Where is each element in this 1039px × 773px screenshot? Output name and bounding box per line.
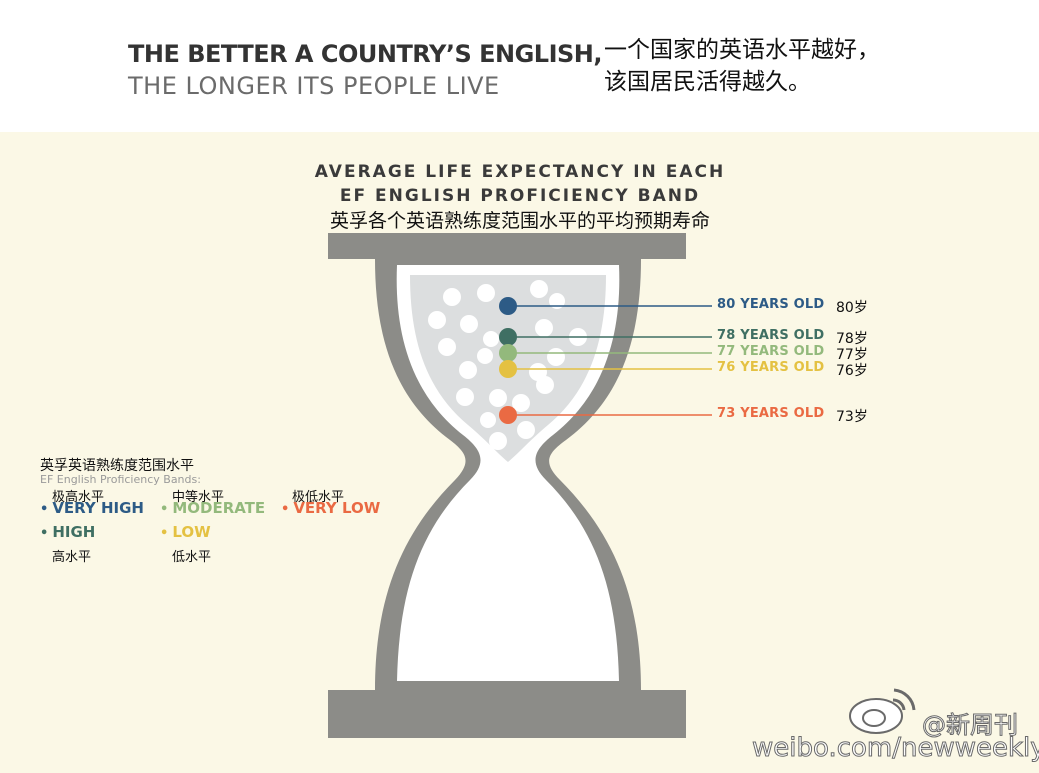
legend-very-low-label: VERY LOW xyxy=(293,499,381,517)
legend-high-label: HIGH xyxy=(52,523,96,541)
legend-high-cn: 高水平 xyxy=(52,550,92,565)
headline-line-1: THE BETTER A COUNTRY’S ENGLISH, xyxy=(128,40,603,68)
age-marker-77 xyxy=(499,344,517,362)
age-marker-73 xyxy=(499,406,517,424)
legend-very-high-dot: • xyxy=(40,502,49,517)
legend-low-label: LOW xyxy=(172,523,211,541)
age-label-77: 77 YEARS OLD xyxy=(717,344,825,359)
chart-title-line-2: EF ENGLISH PROFICIENCY BAND xyxy=(339,186,701,206)
headline-line-2: THE LONGER ITS PEOPLE LIVE xyxy=(128,72,500,100)
legend-low: • LOW xyxy=(160,523,211,541)
headline-cn-line-2: 该国居民活得越久。 xyxy=(604,69,811,95)
legend-moderate: • MODERATE xyxy=(160,499,265,517)
hourglass-top-cap xyxy=(328,233,686,259)
age-label-cn-78: 78岁 xyxy=(836,331,868,347)
watermark-handle: @新周刊 xyxy=(922,711,1019,740)
age-marker-80 xyxy=(499,297,517,315)
age-label-78: 78 YEARS OLD xyxy=(717,328,825,343)
header-band xyxy=(0,0,1039,132)
legend-very-low-dot: • xyxy=(281,502,290,517)
weibo-logo-icon xyxy=(849,688,916,734)
legend-high: • HIGH xyxy=(40,523,95,541)
legend-low-cn: 低水平 xyxy=(172,550,212,565)
chart-title: AVERAGE LIFE EXPECTANCY IN EACH EF ENGLI… xyxy=(280,160,760,208)
chart-title-line-1: AVERAGE LIFE EXPECTANCY IN EACH xyxy=(314,162,726,182)
headline-chinese: 一个国家的英语水平越好， 该国居民活得越久。 xyxy=(604,34,934,98)
age-label-cn-76: 76岁 xyxy=(836,363,868,379)
legend-very-high-cn: 极高水平 xyxy=(52,490,105,505)
legend-moderate-cn: 中等水平 xyxy=(172,490,225,505)
legend-very-low: • VERY LOW xyxy=(281,499,380,517)
legend-very-high: • VERY HIGH xyxy=(40,499,144,517)
age-label-cn-80: 80岁 xyxy=(836,300,868,316)
age-label-cn-73: 73岁 xyxy=(836,409,868,425)
age-label-73: 73 YEARS OLD xyxy=(717,406,825,421)
legend-title: EF English Proficiency Bands: xyxy=(40,473,201,486)
watermark-url: weibo.com/newweekly xyxy=(752,733,1039,764)
legend-moderate-label: MODERATE xyxy=(172,499,266,517)
sand-grains xyxy=(428,280,587,450)
age-label-76: 76 YEARS OLD xyxy=(717,360,825,375)
age-marker-76 xyxy=(499,360,517,378)
legend-very-high-label: VERY HIGH xyxy=(52,499,144,517)
legend-low-dot: • xyxy=(160,526,169,541)
age-label-80: 80 YEARS OLD xyxy=(717,297,825,312)
hourglass-bottom-cap xyxy=(328,690,686,738)
legend-high-dot: • xyxy=(40,526,49,541)
age-marker-78 xyxy=(499,328,517,346)
legend-moderate-dot: • xyxy=(160,502,169,517)
chart-title-chinese: 英孚各个英语熟练度范围水平的平均预期寿命 xyxy=(329,210,710,232)
data-markers xyxy=(499,297,712,424)
legend-very-low-cn: 极低水平 xyxy=(292,490,345,505)
age-label-cn-77: 77岁 xyxy=(836,347,868,363)
legend-title-chinese: 英孚英语熟练度范围水平 xyxy=(40,458,194,474)
headline-cn-line-1: 一个国家的英语水平越好， xyxy=(604,37,880,63)
